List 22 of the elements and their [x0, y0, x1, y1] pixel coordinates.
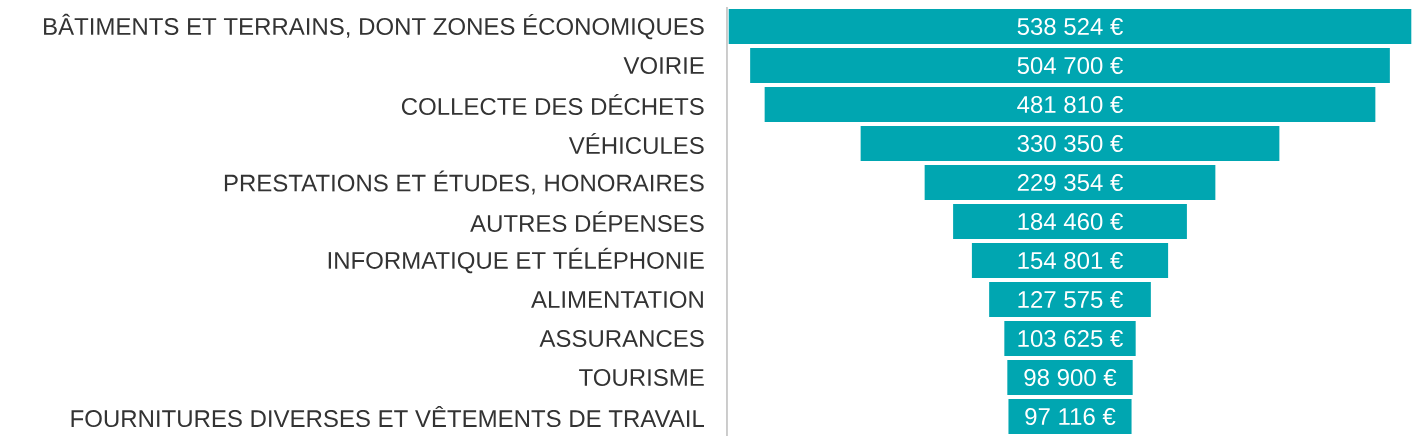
data-label: 481 810 € [1017, 96, 1124, 113]
data-label: 184 460 € [1018, 213, 1124, 230]
category-label: VÉHICULES [568, 132, 704, 155]
category-label: VOIRIE [623, 57, 704, 74]
category-label: INFORMATIQUE ET TÉLÉPHONIE [328, 247, 704, 274]
data-label: 103 625 € [1018, 330, 1124, 347]
category-label: AUTRES DÉPENSES [470, 210, 704, 233]
category-label: TOURISME [579, 369, 704, 386]
data-label: 229 354 € [1017, 174, 1124, 191]
data-label: 504 700 € [1017, 57, 1124, 74]
category-label: COLLECTE DES DÉCHETS [401, 93, 704, 116]
data-label: 154 801 € [1018, 252, 1124, 269]
category-label: PRESTATIONS ET ÉTUDES, HONORAIRES [224, 170, 704, 195]
data-label: 98 900 € [1024, 369, 1117, 386]
category-label: ASSURANCES [539, 330, 704, 347]
data-label: 127 575 € [1018, 291, 1124, 308]
category-label: FOURNITURES DIVERSES ET VÊTEMENTS DE TRAVAIL [71, 405, 704, 428]
category-label: BÂTIMENTS ET TERRAINS, DONT ZONES ÉCONOMIQUES [44, 13, 704, 40]
data-label: 538 524 € [1017, 18, 1124, 35]
category-label: ALIMENTATION [531, 291, 703, 308]
data-label: 97 116 € [1025, 408, 1116, 425]
data-label: 330 350 € [1017, 135, 1124, 152]
